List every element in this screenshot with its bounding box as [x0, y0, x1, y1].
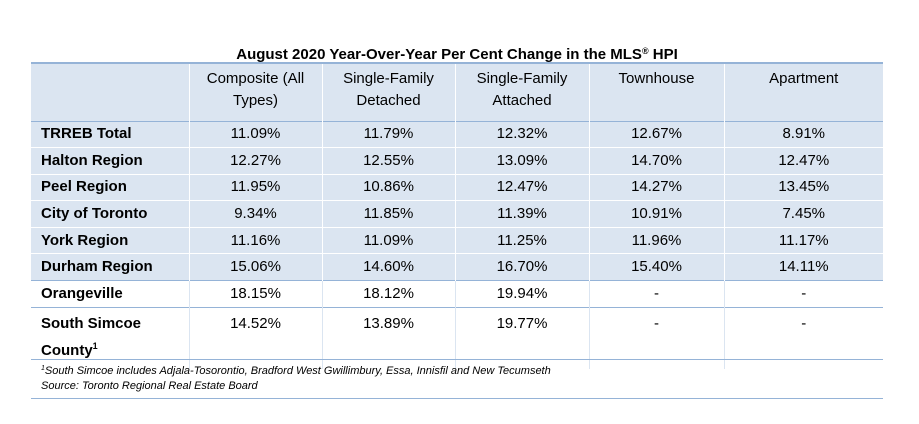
cell-value: 14.70% — [588, 147, 724, 175]
cell-value: 19.77% — [454, 306, 589, 369]
cell-value: 11.09% — [188, 120, 322, 148]
table-row: York Region 11.16% 11.09% 11.25% 11.96% … — [31, 226, 883, 254]
cell-value: 11.39% — [454, 200, 589, 228]
cell-value: 14.52% — [188, 306, 322, 369]
cell-value: 12.32% — [454, 120, 589, 148]
header-row: Composite (All Types) Single-Family Deta… — [31, 62, 883, 121]
cell-value: 10.86% — [321, 173, 455, 201]
footnote: 1South Simcoe includes Adjala-Tosorontio… — [41, 361, 883, 379]
cell-value: - — [723, 306, 883, 369]
table-title: August 2020 Year-Over-Year Per Cent Chan… — [31, 42, 883, 64]
table-title-suffix: HPI — [648, 46, 678, 63]
cell-value: 14.27% — [588, 173, 724, 201]
cell-value: 12.27% — [188, 147, 322, 175]
cell-value: 9.34% — [188, 200, 322, 228]
cell-value: 11.79% — [321, 120, 455, 148]
footnote-marker: 1 — [92, 340, 98, 351]
cell-value: 13.09% — [454, 147, 589, 175]
cell-value: 11.16% — [188, 226, 322, 254]
row-label: Peel Region — [31, 173, 189, 201]
row-label: York Region — [31, 226, 189, 254]
cell-value: 11.95% — [188, 173, 322, 201]
cell-value: 15.40% — [588, 253, 724, 281]
cell-value: 12.47% — [454, 173, 589, 201]
table-row: Orangeville 18.15% 18.12% 19.94% - - — [31, 280, 883, 308]
header-single-family-detached: Single-Family Detached — [321, 62, 455, 121]
cell-value: 10.91% — [588, 200, 724, 228]
cell-value: 14.11% — [723, 253, 883, 281]
cell-value: 8.91% — [723, 120, 883, 148]
header-region — [31, 62, 189, 121]
cell-value: 13.89% — [321, 306, 455, 369]
cell-value: 16.70% — [454, 253, 589, 281]
cell-value: 12.67% — [588, 120, 724, 148]
cell-value: 19.94% — [454, 280, 589, 308]
footnote-marker: 1 — [41, 365, 45, 372]
header-apartment: Apartment — [723, 62, 883, 121]
cell-value: - — [723, 280, 883, 308]
table-title-text: August 2020 Year-Over-Year Per Cent Chan… — [236, 46, 642, 63]
table-row: Peel Region 11.95% 10.86% 12.47% 14.27% … — [31, 173, 883, 201]
registered-mark: ® — [641, 46, 649, 56]
cell-value: 12.55% — [321, 147, 455, 175]
table-row: TRREB Total 11.09% 11.79% 12.32% 12.67% … — [31, 120, 883, 148]
table-row: Durham Region 15.06% 14.60% 16.70% 15.40… — [31, 253, 883, 281]
row-label-text: South Simcoe County — [41, 314, 142, 359]
table-row: South Simcoe County1 14.52% 13.89% 19.77… — [31, 306, 883, 369]
cell-value: 12.47% — [723, 147, 883, 175]
cell-value: 11.09% — [321, 226, 455, 254]
row-label: City of Toronto — [31, 200, 189, 228]
row-label: Halton Region — [31, 147, 189, 175]
row-label: South Simcoe County1 — [31, 306, 189, 369]
table-row: Halton Region 12.27% 12.55% 13.09% 14.70… — [31, 147, 883, 175]
footnote-text: South Simcoe includes Adjala-Tosorontio,… — [44, 365, 551, 377]
table-row: City of Toronto 9.34% 11.85% 11.39% 10.9… — [31, 200, 883, 228]
header-townhouse: Townhouse — [588, 62, 724, 121]
cell-value: 18.15% — [188, 280, 322, 308]
hpi-table: Composite (All Types) Single-Family Deta… — [31, 62, 883, 369]
cell-value: 11.25% — [454, 226, 589, 254]
source-note: Source: Toronto Regional Real Estate Boa… — [41, 380, 258, 392]
cell-value: - — [588, 306, 724, 369]
cell-value: - — [588, 280, 724, 308]
cell-value: 13.45% — [723, 173, 883, 201]
cell-value: 14.60% — [321, 253, 455, 281]
row-label: Durham Region — [31, 253, 189, 281]
cell-value: 11.85% — [321, 200, 455, 228]
row-label: Orangeville — [31, 280, 189, 308]
cell-value: 7.45% — [723, 200, 883, 228]
cell-value: 11.17% — [723, 226, 883, 254]
row-label: TRREB Total — [31, 120, 189, 148]
cell-value: 15.06% — [188, 253, 322, 281]
header-composite: Composite (All Types) — [188, 62, 322, 121]
header-single-family-attached: Single-Family Attached — [454, 62, 589, 121]
table-notes: 1South Simcoe includes Adjala-Tosorontio… — [31, 359, 883, 399]
cell-value: 18.12% — [321, 280, 455, 308]
cell-value: 11.96% — [588, 226, 724, 254]
